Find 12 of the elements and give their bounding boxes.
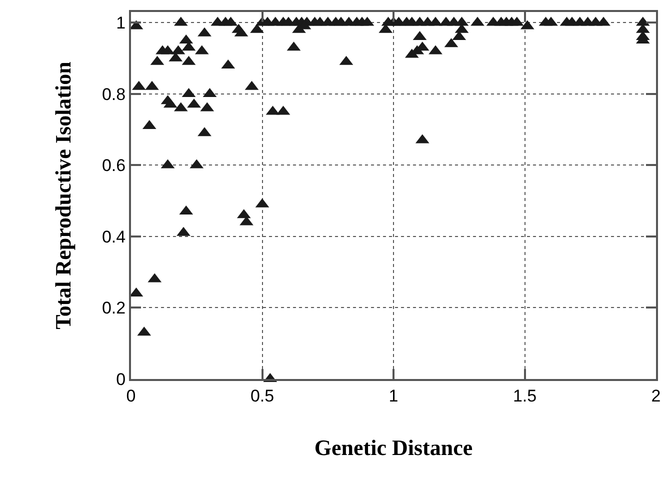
y-tick-label: 0 [116,370,126,389]
y-axis-title: Total Reproductive Isolation [50,62,76,330]
y-tick-label: 0.6 [102,156,126,176]
y-tick-label: 0.8 [102,84,126,104]
x-tick-label: 1.5 [512,386,537,406]
y-tick-label: 0.2 [102,298,126,318]
x-axis-title: Genetic Distance [314,434,473,460]
y-tick-label: 1 [116,14,126,33]
y-tick-label: 0.4 [102,227,126,246]
x-tick-label: 1 [388,386,398,406]
x-tick-label: 0.5 [250,386,274,406]
x-tick-label: 2 [651,386,661,406]
